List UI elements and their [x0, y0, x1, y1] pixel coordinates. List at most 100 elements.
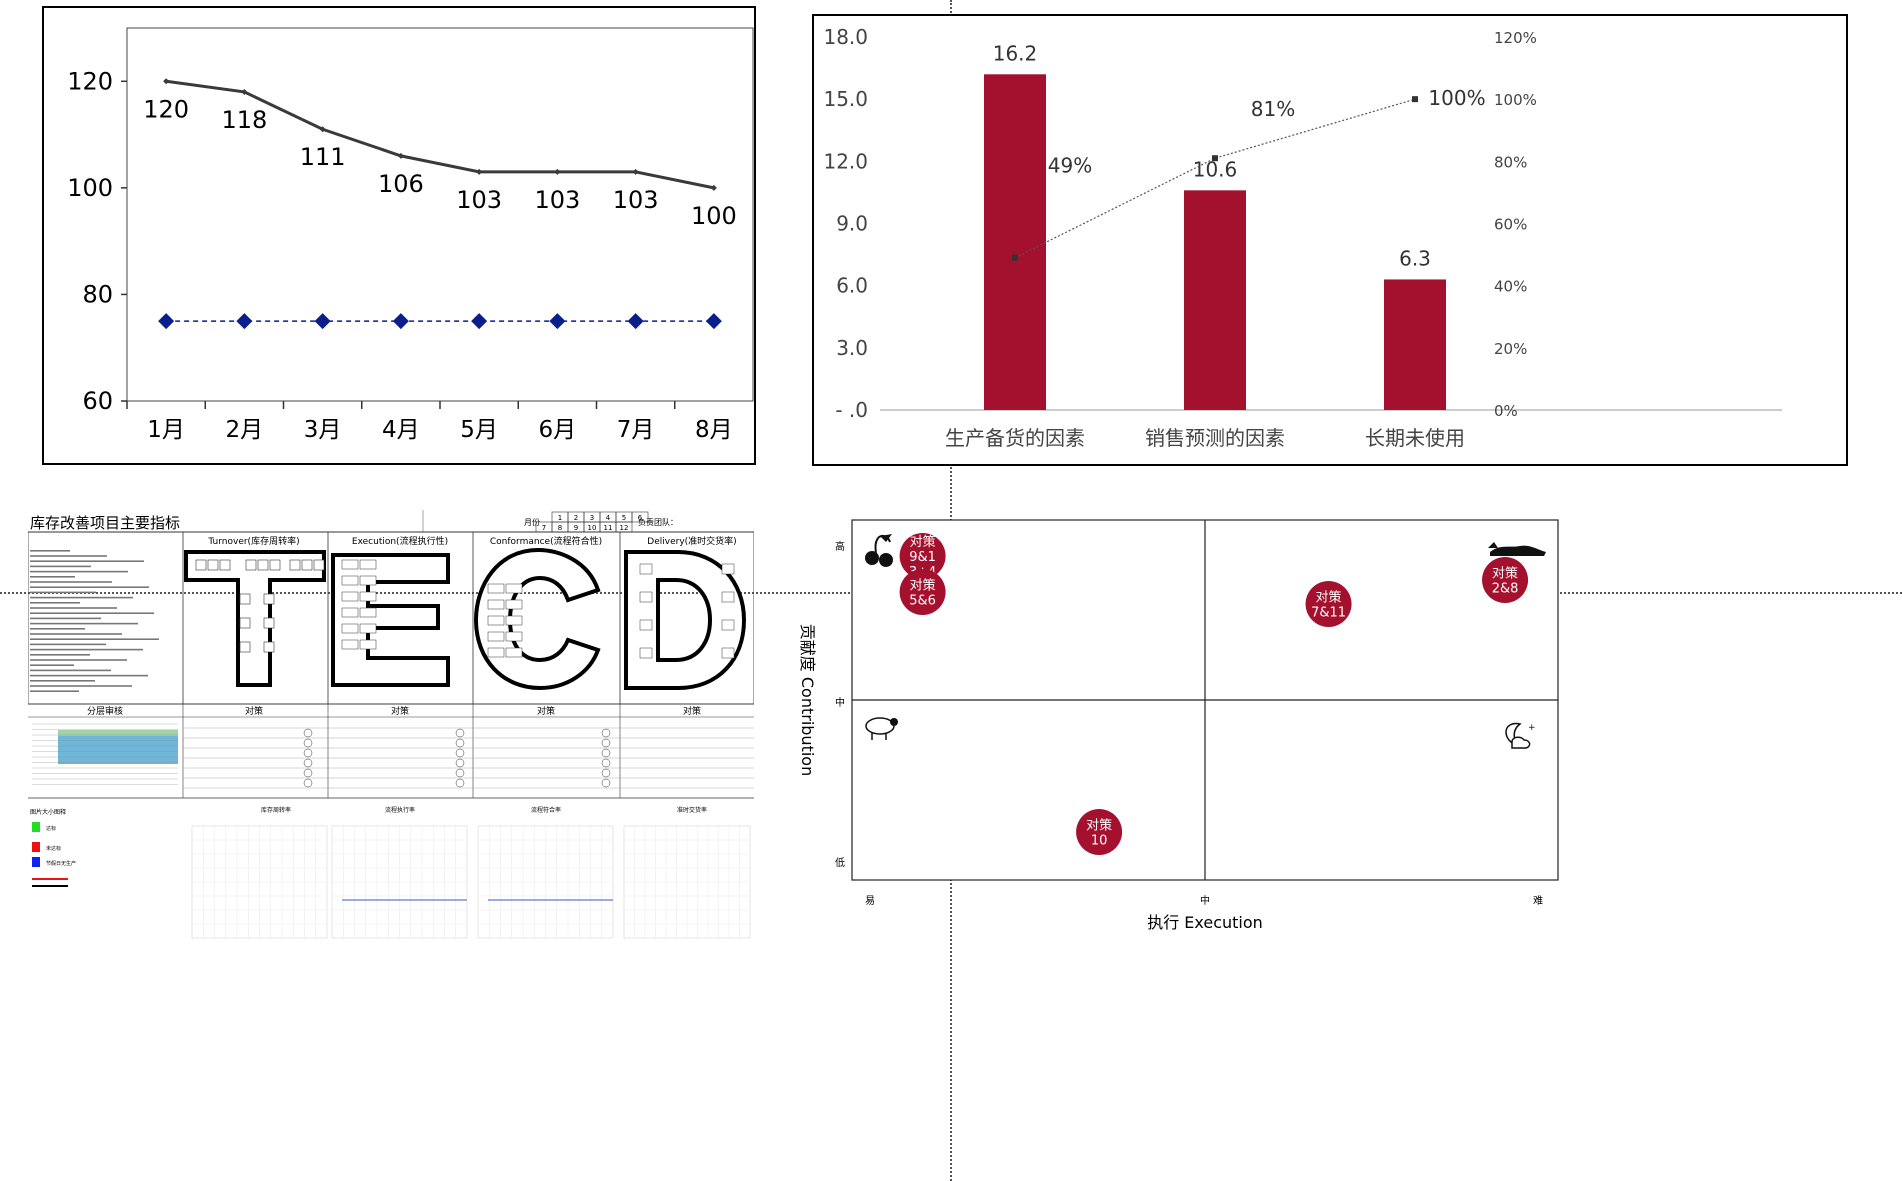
notes-column — [30, 550, 159, 692]
bar-chart-panel: - .0 3.0 6.0 9.0 12.0 15.0 18.0 0% 20% 40% 60% 80% 1… — [812, 14, 1848, 466]
bar-value-label: 6.3 — [1399, 246, 1431, 270]
letter-D — [624, 550, 747, 690]
panel-header-execution: Execution(流程执行性) — [352, 535, 448, 547]
strategy-bubble: 对策5&6 — [899, 569, 946, 615]
month-cell: 1 — [558, 514, 562, 522]
x-axis-title: 执行 Execution — [1147, 913, 1263, 932]
bubble-label: 对策 — [1316, 590, 1342, 606]
dog-icon — [1488, 542, 1546, 556]
svg-text:+: + — [1528, 723, 1536, 733]
cherry-icon — [865, 534, 893, 567]
legend-red — [32, 842, 40, 852]
legend-item-2: 未达标 — [46, 845, 61, 852]
data-point — [627, 313, 644, 330]
x-tick-mid: 中 — [1200, 894, 1210, 907]
x-tick-label: 2月 — [226, 417, 264, 443]
y-tick-label: 12.0 — [823, 149, 868, 173]
month-cell: 5 — [622, 514, 626, 522]
x-tick-label: 生产备货的因素 — [945, 426, 1085, 450]
strategy-bubble: 对策2&8 — [1482, 557, 1529, 603]
data-point — [705, 313, 722, 330]
data-point — [241, 88, 248, 95]
x-tick-low: 易 — [865, 895, 875, 907]
month-cell: 10 — [588, 524, 597, 532]
bubble-label: 对策 — [1492, 566, 1518, 582]
line-chart-frame — [42, 6, 756, 465]
bar — [1184, 190, 1246, 410]
cumulative-point — [1212, 155, 1218, 162]
line-chart: 60 80 100 120 1月 2月 3月 4月 5月 6月 7月 8月 120 118 111 106 1… — [42, 6, 756, 465]
bar — [1384, 279, 1446, 410]
bubble-dot — [899, 533, 946, 579]
y-axis-title: 贡献度 Contribution — [798, 624, 817, 776]
y-tick-label: 18.0 — [823, 25, 868, 49]
x-tick-label: 5月 — [460, 417, 498, 443]
y2-tick-label: 40% — [1494, 278, 1527, 296]
mini-chart-title-1: 库存周转率 — [261, 806, 291, 814]
bubble-dot — [899, 569, 946, 615]
y-tick-label: 6.0 — [836, 274, 868, 298]
x-tick-label: 8月 — [695, 417, 733, 443]
dashboard-title: 库存改善项目主要指标 — [30, 514, 180, 532]
panel-header-delivery: Delivery(准时交货率) — [647, 535, 736, 547]
x-tick-label: 3月 — [304, 417, 342, 443]
letter-T — [184, 550, 326, 687]
data-point — [319, 126, 326, 133]
y-tick-label: 3.0 — [836, 336, 868, 360]
bubble-label: 2&8 — [1492, 582, 1519, 597]
y-tick-label: 15.0 — [823, 87, 868, 111]
month-cell: 11 — [604, 524, 613, 532]
x-tick-label: 1月 — [147, 417, 185, 443]
bar-chart: - .0 3.0 6.0 9.0 12.0 15.0 18.0 0% 20% 40% 60% 80% 1… — [812, 14, 1848, 466]
data-point — [632, 168, 639, 175]
data-point — [554, 168, 561, 175]
mini-chart-title-3: 流程符合率 — [531, 806, 561, 814]
legend-green — [32, 822, 40, 832]
x-tick-label: 7月 — [617, 417, 655, 443]
sheep-icon — [865, 717, 898, 740]
data-label: 103 — [456, 186, 502, 214]
bar-value-label: 10.6 — [1193, 157, 1238, 181]
data-label: 100 — [691, 202, 737, 230]
month-cell: 12 — [620, 524, 629, 532]
data-point — [163, 78, 170, 85]
y2-tick-label: 60% — [1494, 216, 1527, 234]
data-label: 103 — [534, 186, 580, 214]
y2-tick-label: 0% — [1494, 402, 1518, 420]
data-label: 118 — [221, 106, 267, 134]
data-point — [476, 168, 483, 175]
y-tick-high: 高 — [835, 540, 845, 553]
data-point — [710, 184, 717, 191]
dashboard-panel: 库存改善项目主要指标 月份 1 2 3 4 5 6 7 8 9 10 11 12 负责团队： Turn… — [27, 510, 755, 944]
month-cell: 2 — [574, 514, 578, 522]
bubble-dot — [1482, 557, 1529, 603]
cumulative-label: 100% — [1428, 86, 1485, 110]
y2-tick-label: 100% — [1494, 91, 1537, 109]
month-cell: 6 — [638, 514, 643, 522]
review-spreadsheet — [32, 723, 178, 785]
section-actions-1: 对策 — [245, 705, 263, 717]
cumulative-label: 49% — [1048, 154, 1092, 178]
bubble-label: 对策 — [1086, 818, 1112, 834]
month-cell: 9 — [574, 524, 578, 532]
month-cell: 8 — [558, 524, 562, 532]
cumulative-label: 81% — [1251, 97, 1295, 121]
month-cell: 7 — [542, 524, 546, 532]
x-tick-high: 难 — [1533, 895, 1543, 907]
bar-value-label: 16.2 — [993, 41, 1038, 65]
moon-icon: + — [1505, 722, 1536, 749]
mini-chart-title-4: 准时交货率 — [677, 806, 707, 814]
y2-tick-label: 80% — [1494, 153, 1527, 171]
legend-item-1: 达标 — [46, 825, 56, 832]
legend-title: 图片大小图释 — [30, 808, 66, 816]
y-tick-label: 60 — [82, 387, 113, 415]
dashboard: 库存改善项目主要指标 月份 1 2 3 4 5 67 8 9 10 11 12 负责团队： Turn… — [27, 510, 755, 939]
legend-blue — [32, 857, 40, 867]
y-tick-label: 9.0 — [836, 212, 868, 236]
panel-header-turnover: Turnover(库存周转率) — [207, 535, 299, 547]
data-point — [392, 313, 409, 330]
cumulative-point — [1012, 254, 1018, 261]
y-tick-label: - .0 — [835, 398, 868, 422]
